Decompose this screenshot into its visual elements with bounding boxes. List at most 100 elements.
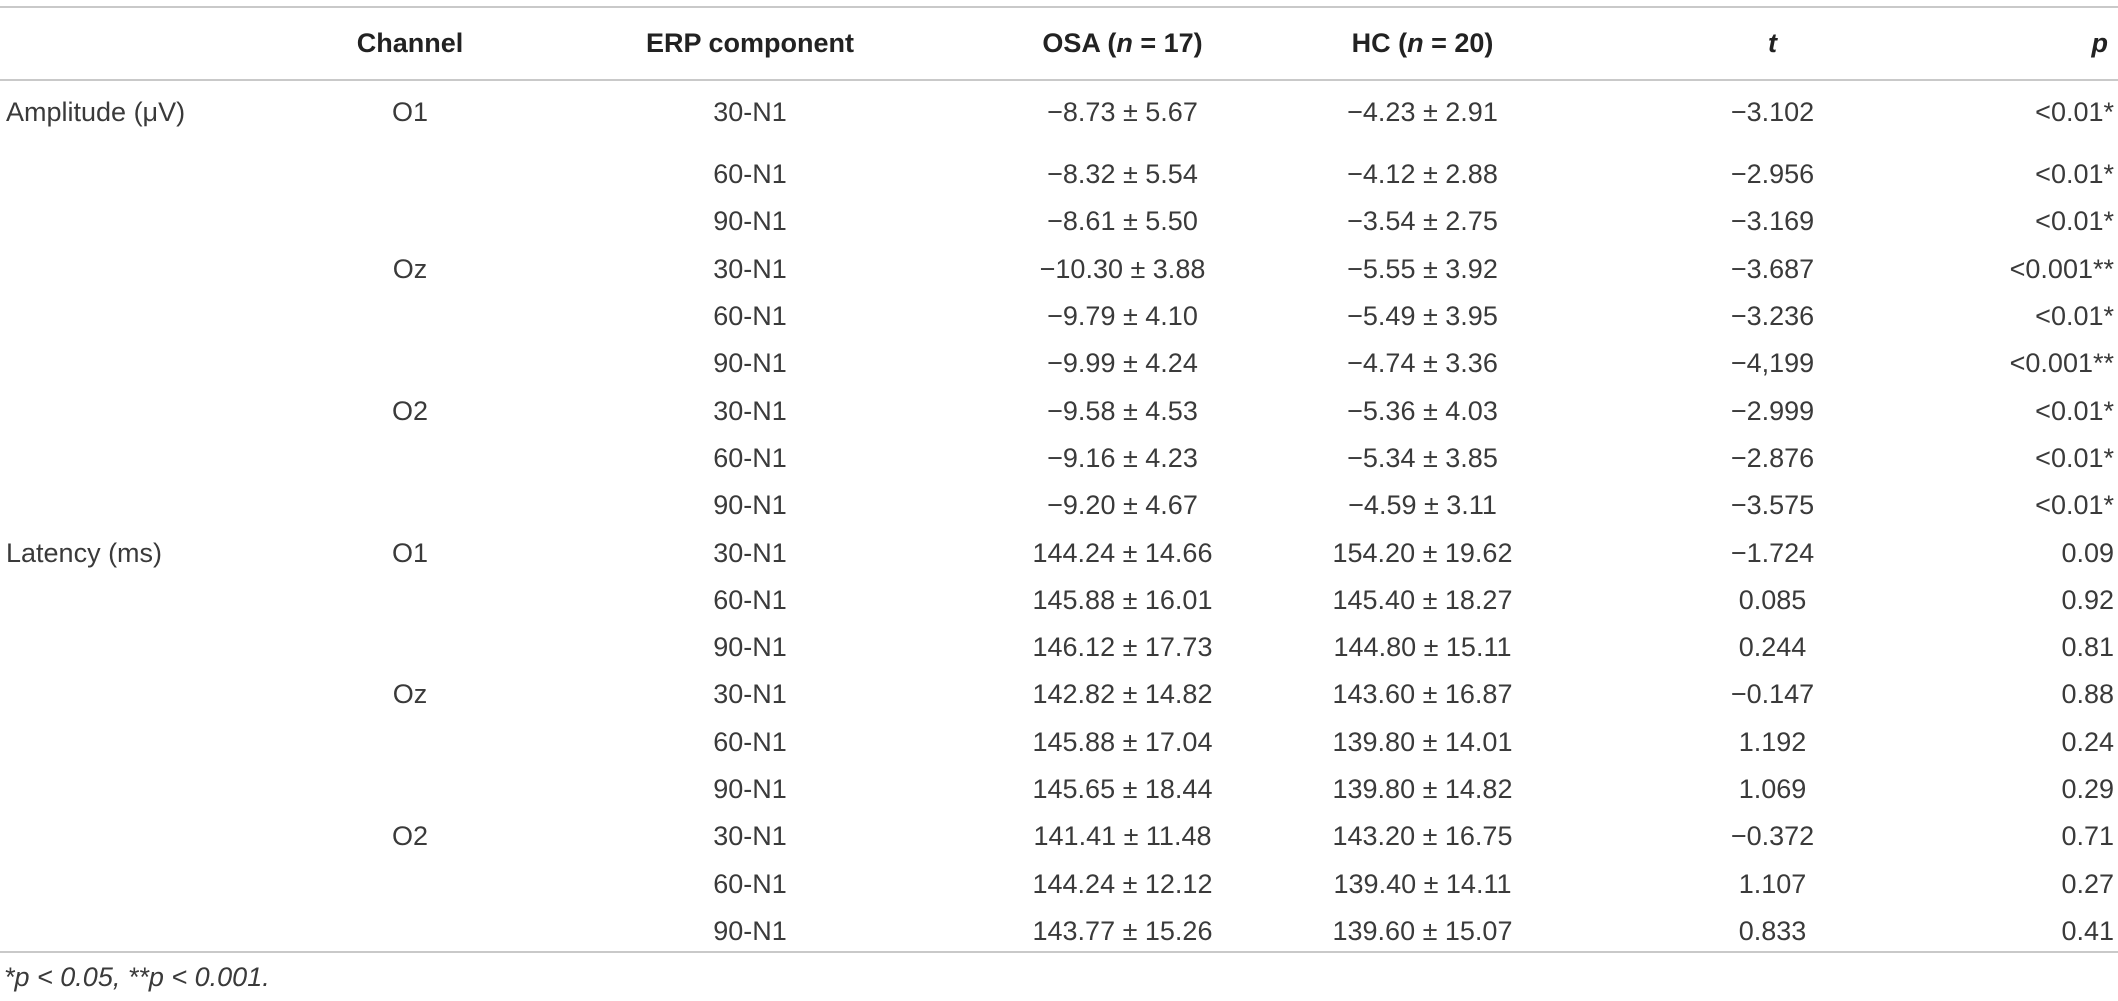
osa-value-cell: −9.79 ± 4.10	[1047, 301, 1198, 332]
osa-value-cell: 145.65 ± 18.44	[1032, 774, 1213, 804]
erp-component-cell: 60-N1	[713, 726, 787, 757]
hc-value-cell: 154.20 ± 19.62	[1332, 537, 1513, 568]
osa-value-cell: 146.12 ± 17.73	[1032, 632, 1213, 663]
table-row: 60-N1 −9.79 ± 4.10 −5.49 ± 3.95 −3.236 <0.01…	[0, 293, 2118, 340]
erp-component-cell: 90-N1	[713, 632, 787, 663]
channel-cell	[330, 766, 490, 813]
erp-component-cell: 30-N1	[713, 821, 787, 852]
table-row: Oz 30-N1 −10.30 ± 3.88 −5.55 ± 3.92 −3.687 <0…	[0, 246, 2118, 293]
table-row: 90-N1 −9.99 ± 4.24 −4.74 ± 3.36 −4,199 <0.00…	[0, 340, 2118, 387]
osa-value-cell: 144.24 ± 14.66	[1032, 537, 1213, 568]
p-value-cell: <0.001**	[2009, 348, 2114, 379]
hc-value-cell: 144.80 ± 15.11	[1333, 632, 1512, 663]
t-value-cell: −3.236	[1730, 301, 1815, 332]
t-value-cell: −3.575	[1730, 490, 1815, 521]
header-group	[0, 8, 330, 79]
table-row: Amplitude (μV) O1 30-N1 −8.73 ± 5.67 −4.23 ±…	[0, 79, 2118, 151]
p-value-cell: <0.01*	[2035, 159, 2114, 190]
p-value-cell: <0.01*	[2035, 490, 2114, 521]
hc-value-cell: −5.49 ± 3.95	[1347, 301, 1498, 332]
channel-cell	[330, 293, 490, 340]
table-row: O2 30-N1 141.41 ± 11.48 143.20 ± 16.75 −0.37…	[0, 813, 2118, 860]
erp-component-cell: 60-N1	[713, 442, 787, 473]
erp-component-cell: 90-N1	[713, 348, 787, 379]
erp-component-cell: 90-N1	[713, 915, 787, 946]
p-value-cell: 0.27	[2061, 868, 2114, 899]
table-row: 90-N1 −8.61 ± 5.50 −3.54 ± 2.75 −3.169 <0.01…	[0, 198, 2118, 245]
p-value-cell: <0.01*	[2035, 301, 2114, 332]
erp-component-cell: 60-N1	[713, 301, 787, 332]
group-cell	[0, 766, 330, 813]
osa-value-cell: −8.32 ± 5.54	[1047, 159, 1198, 190]
group-cell	[0, 577, 330, 624]
table-body: Amplitude (μV) O1 30-N1 −8.73 ± 5.67 −4.23 ±…	[0, 79, 2118, 955]
group-cell: Amplitude (μV)	[6, 97, 186, 127]
p-value-cell: 0.24	[2061, 726, 2114, 757]
group-cell	[0, 482, 330, 529]
t-value-cell: 0.833	[1738, 915, 1807, 946]
table-row: 60-N1 145.88 ± 17.04 139.80 ± 14.01 1.192 0.…	[0, 719, 2118, 766]
erp-component-cell: 30-N1	[713, 537, 787, 568]
p-value-cell: <0.01*	[2035, 395, 2114, 426]
hc-value-cell: 139.60 ± 15.07	[1332, 915, 1513, 946]
t-value-cell: −3.687	[1730, 253, 1815, 284]
erp-component-cell: 30-N1	[713, 679, 787, 710]
table-row: Oz 30-N1 142.82 ± 14.82 143.60 ± 16.87 −0.14…	[0, 671, 2118, 718]
channel-cell: O2	[391, 395, 429, 426]
table-footnote: *p < 0.05, **p < 0.001.	[4, 962, 270, 992]
hc-value-cell: 143.20 ± 16.75	[1332, 821, 1513, 852]
p-value-cell: <0.01*	[2035, 206, 2114, 237]
hc-value-cell: −4.74 ± 3.36	[1347, 348, 1498, 379]
t-value-cell: 1.107	[1738, 868, 1807, 899]
group-cell: Latency (ms)	[6, 537, 163, 568]
t-value-cell: −2.956	[1730, 159, 1815, 190]
group-cell	[0, 813, 330, 860]
hc-value-cell: −5.34 ± 3.85	[1347, 442, 1498, 473]
hc-value-cell: 145.40 ± 18.27	[1332, 584, 1513, 615]
hc-value-cell: −4.59 ± 3.11	[1348, 490, 1497, 521]
group-cell	[0, 719, 330, 766]
group-cell	[0, 246, 330, 293]
channel-cell	[330, 340, 490, 387]
osa-value-cell: −9.58 ± 4.53	[1047, 395, 1198, 426]
hc-value-cell: −4.23 ± 2.91	[1347, 97, 1498, 127]
table-row: 90-N1 145.65 ± 18.44 139.80 ± 14.82 1.069 0.…	[0, 766, 2118, 813]
header-channel: Channel	[356, 28, 464, 58]
erp-component-cell: 30-N1	[713, 97, 787, 127]
table-row: 90-N1 143.77 ± 15.26 139.60 ± 15.07 0.833 0.…	[0, 908, 2118, 955]
erp-component-cell: 30-N1	[713, 395, 787, 426]
channel-cell: O1	[391, 537, 429, 568]
table-row: Latency (ms) O1 30-N1 144.24 ± 14.66 154.20 …	[0, 529, 2118, 576]
t-value-cell: 1.192	[1738, 726, 1807, 757]
group-cell	[0, 671, 330, 718]
group-cell	[0, 624, 330, 671]
table-row: 60-N1 −9.16 ± 4.23 −5.34 ± 3.85 −2.876 <0.01…	[0, 435, 2118, 482]
erp-component-cell: 60-N1	[713, 584, 787, 615]
p-value-cell: 0.81	[2061, 632, 2114, 663]
p-value-cell: 0.88	[2061, 679, 2114, 710]
osa-value-cell: 145.88 ± 16.01	[1032, 584, 1213, 615]
channel-cell	[330, 860, 490, 907]
p-value-cell: <0.01*	[2035, 442, 2114, 473]
group-cell	[0, 151, 330, 198]
channel-cell	[330, 482, 490, 529]
group-cell	[0, 860, 330, 907]
t-value-cell: −2.999	[1730, 395, 1815, 426]
group-cell	[0, 908, 330, 955]
osa-value-cell: 145.88 ± 17.04	[1032, 726, 1213, 757]
channel-cell: O1	[391, 97, 429, 127]
osa-value-cell: 144.24 ± 12.12	[1032, 868, 1213, 899]
results-table: Channel ERP component OSA (n = 17) HC (n…	[0, 8, 2118, 955]
erp-component-cell: 60-N1	[713, 159, 787, 190]
table-row: 60-N1 144.24 ± 12.12 139.40 ± 14.11 1.107 0.…	[0, 860, 2118, 907]
erp-component-cell: 60-N1	[713, 868, 787, 899]
t-value-cell: −0.147	[1730, 679, 1815, 710]
group-cell	[0, 435, 330, 482]
t-value-cell: −2.876	[1730, 442, 1815, 473]
erp-component-cell: 30-N1	[713, 253, 787, 284]
p-value-cell: 0.92	[2061, 584, 2114, 615]
channel-cell	[330, 908, 490, 955]
hc-value-cell: −5.55 ± 3.92	[1347, 253, 1498, 284]
osa-value-cell: 141.41 ± 11.48	[1033, 821, 1212, 852]
channel-cell	[330, 624, 490, 671]
